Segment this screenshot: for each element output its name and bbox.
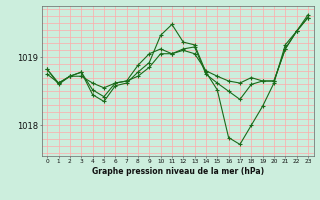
X-axis label: Graphe pression niveau de la mer (hPa): Graphe pression niveau de la mer (hPa) bbox=[92, 167, 264, 176]
